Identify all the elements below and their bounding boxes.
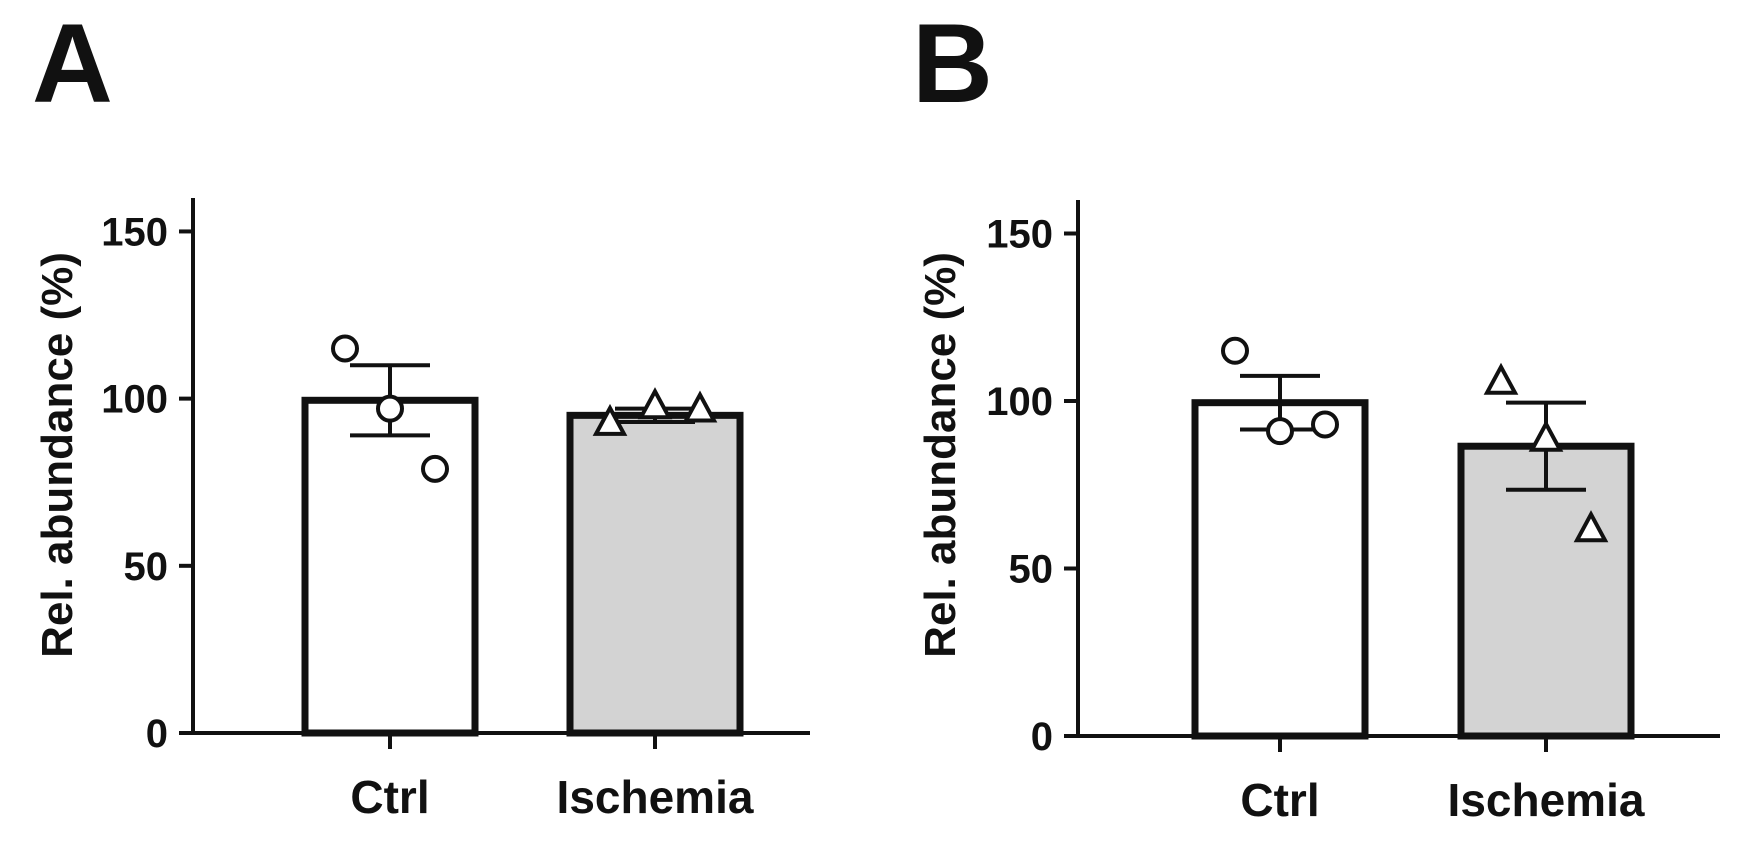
y-tick-label: 50 — [124, 545, 169, 589]
data-point-triangle — [1483, 362, 1519, 395]
y-axis-title: Rel. abundance (%) — [916, 252, 965, 658]
data-point-circle — [376, 394, 404, 423]
panel-label: A — [32, 1, 113, 126]
data-point-triangle — [592, 403, 628, 436]
data-point-circle — [421, 454, 449, 483]
panel-a: A Rel. abundance (%) 0 50 100 150 Ctrl Ischemia — [32, 1, 810, 823]
y-axis-title: Rel. abundance (%) — [33, 252, 82, 658]
bar-ctrl — [1191, 399, 1369, 740]
data-point-circle — [1221, 336, 1249, 365]
x-category-label: Ctrl — [1240, 774, 1319, 826]
x-category-label: Ctrl — [350, 771, 429, 823]
data-point-circle — [1266, 417, 1294, 446]
data-point-circle — [1311, 410, 1339, 439]
y-tick-label: 150 — [101, 210, 168, 254]
data-point-triangle — [682, 390, 718, 423]
panel-label: B — [912, 1, 993, 126]
x-category-label: Ischemia — [1448, 774, 1645, 826]
y-tick-label: 100 — [101, 378, 168, 422]
data-point-triangle — [1528, 419, 1564, 452]
y-tick-label: 0 — [1031, 715, 1053, 759]
bar-ctrl — [301, 396, 479, 737]
y-tick-label: 100 — [986, 380, 1053, 424]
y-tick-label: 50 — [1009, 548, 1054, 592]
data-point-circle — [331, 334, 359, 363]
data-point-triangle — [637, 387, 673, 420]
bar-ischemia — [566, 411, 744, 737]
bar-ischemia — [1457, 442, 1635, 740]
x-category-label: Ischemia — [557, 771, 754, 823]
panel-b: B Rel. abundance (%) 0 50 100 150 Ctrl Ischemia — [912, 1, 1720, 826]
y-tick-label: 150 — [986, 213, 1053, 257]
y-tick-label: 0 — [146, 712, 168, 756]
data-point-triangle — [1573, 510, 1609, 543]
